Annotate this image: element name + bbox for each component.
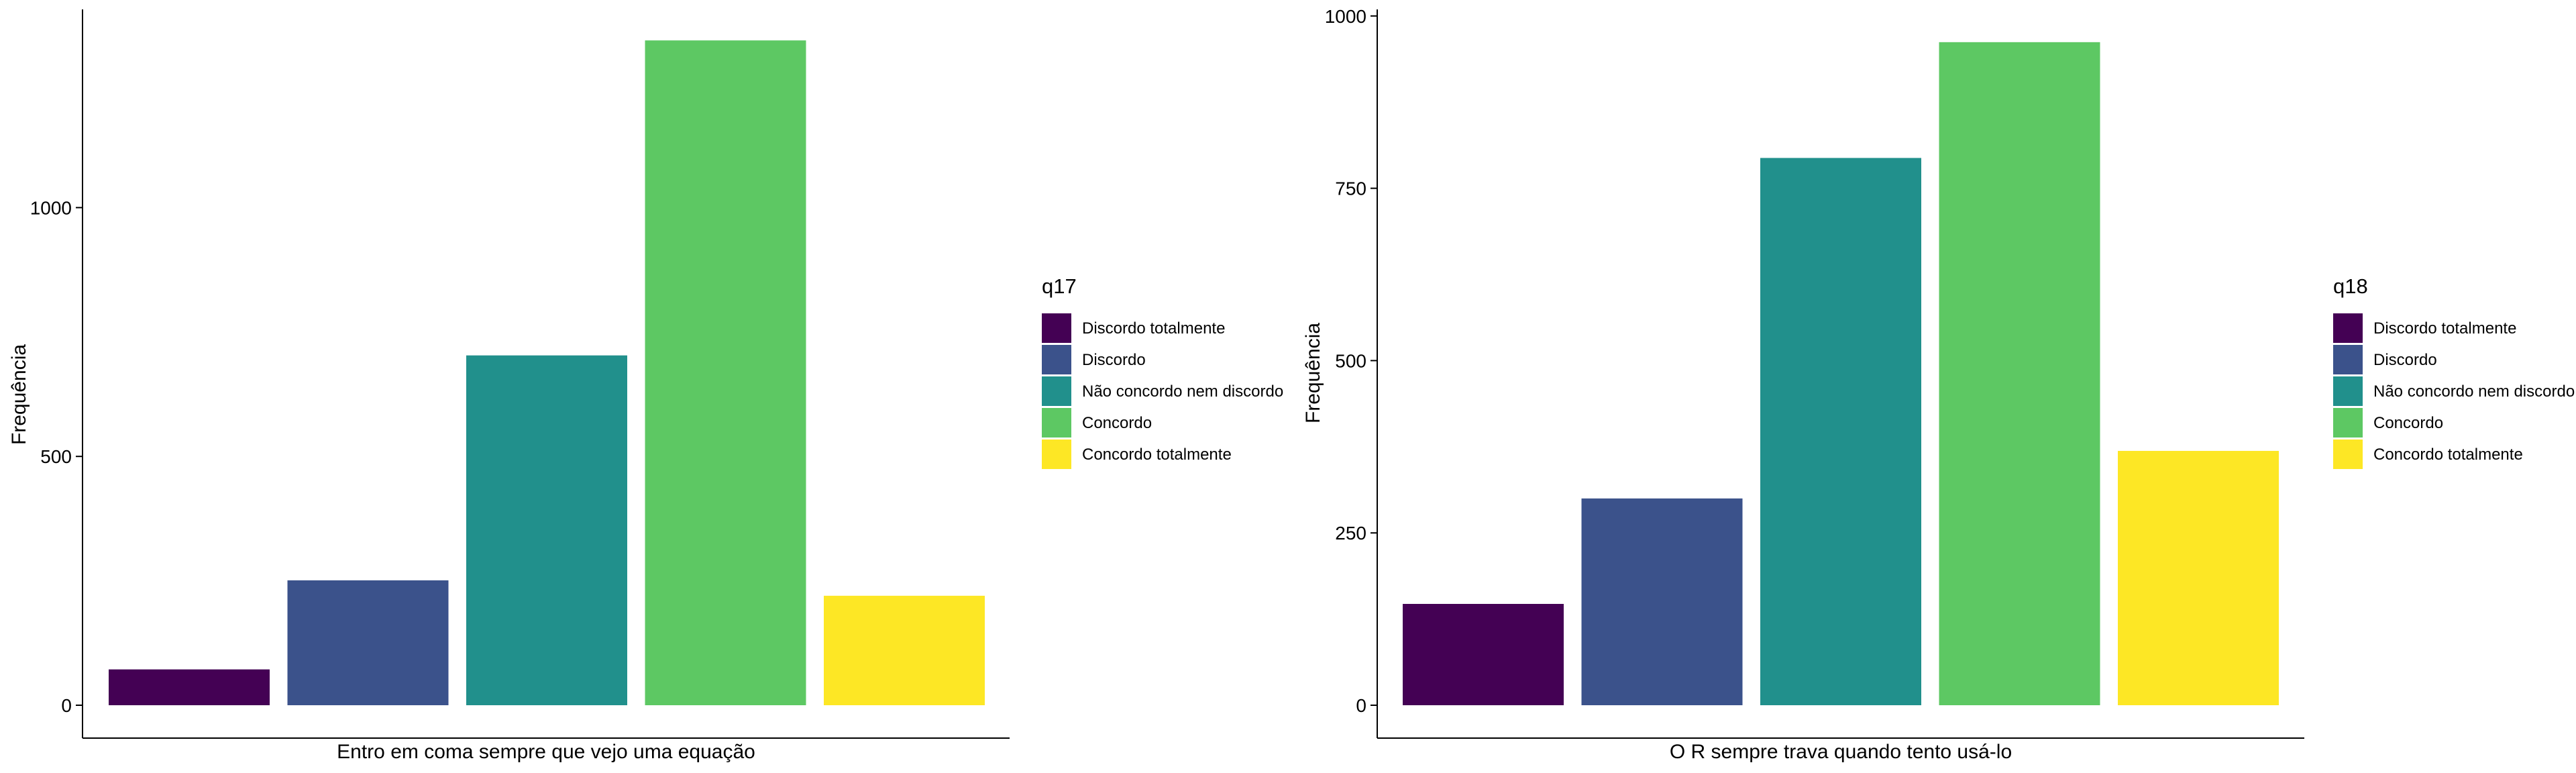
y-tick-label: 750 xyxy=(1335,178,1366,199)
chart-panel-q17: 0 500 1000 Entro em coma sempre que vejo um… xyxy=(8,9,1283,763)
bar-2 xyxy=(1581,498,1743,705)
y-tick-label: 0 xyxy=(61,695,72,716)
y-tick-label: 500 xyxy=(1335,350,1366,371)
x-axis-title: O R sempre trava quando tento usá-lo xyxy=(1670,741,2012,763)
legend-label: Discordo xyxy=(1082,351,1146,369)
legend-label: Concordo totalmente xyxy=(2373,446,2523,464)
bar-3 xyxy=(1760,158,1921,705)
y-tick-label: 1000 xyxy=(1325,6,1366,27)
bar-4 xyxy=(645,40,806,705)
legend-title: q17 xyxy=(1042,274,1077,298)
bar-1 xyxy=(1403,604,1564,705)
bar-5 xyxy=(824,595,985,705)
legend: q17 Discordo totalmente Discordo Não concor… xyxy=(1042,274,1283,469)
legend-key-4 xyxy=(1042,408,1071,437)
y-tick-label: 0 xyxy=(1356,695,1366,716)
legend-label: Concordo totalmente xyxy=(1082,446,1232,464)
legend-label: Discordo totalmente xyxy=(1082,319,1225,338)
bar-2 xyxy=(287,580,449,705)
legend-title: q18 xyxy=(2333,274,2368,298)
x-axis-title: Entro em coma sempre que vejo uma equaçã… xyxy=(337,741,755,763)
legend-key-2 xyxy=(1042,345,1071,374)
y-tick-label: 500 xyxy=(40,446,72,467)
legend-label: Discordo xyxy=(2373,351,2437,369)
y-tick-label: 250 xyxy=(1335,523,1366,544)
legend: q18 Discordo totalmente Discordo Não concor… xyxy=(2333,274,2575,469)
legend-key-1 xyxy=(1042,313,1071,343)
legend-key-5 xyxy=(1042,440,1071,469)
y-axis-title: Frequência xyxy=(8,344,30,445)
bar-1 xyxy=(109,669,270,705)
legend-label: Concordo xyxy=(1082,414,1152,432)
legend-key-4 xyxy=(2333,408,2363,437)
legend-label: Discordo totalmente xyxy=(2373,319,2516,338)
legend-key-1 xyxy=(2333,313,2363,343)
legend-label: Não concordo nem discordo xyxy=(2373,382,2575,401)
bar-5 xyxy=(2118,450,2279,705)
chart-panel-q18: 0 250 500 750 1000 O R sempre trava quando te… xyxy=(1302,6,2575,763)
y-axis-title: Frequência xyxy=(1302,323,1324,423)
legend-key-3 xyxy=(1042,376,1071,406)
y-tick-label: 1000 xyxy=(30,197,72,218)
bar-4 xyxy=(1939,42,2100,705)
legend-key-2 xyxy=(2333,345,2363,374)
legend-key-3 xyxy=(2333,376,2363,406)
legend-key-5 xyxy=(2333,440,2363,469)
legend-label: Concordo xyxy=(2373,414,2443,432)
legend-label: Não concordo nem discordo xyxy=(1082,382,1283,401)
bar-3 xyxy=(466,355,627,705)
